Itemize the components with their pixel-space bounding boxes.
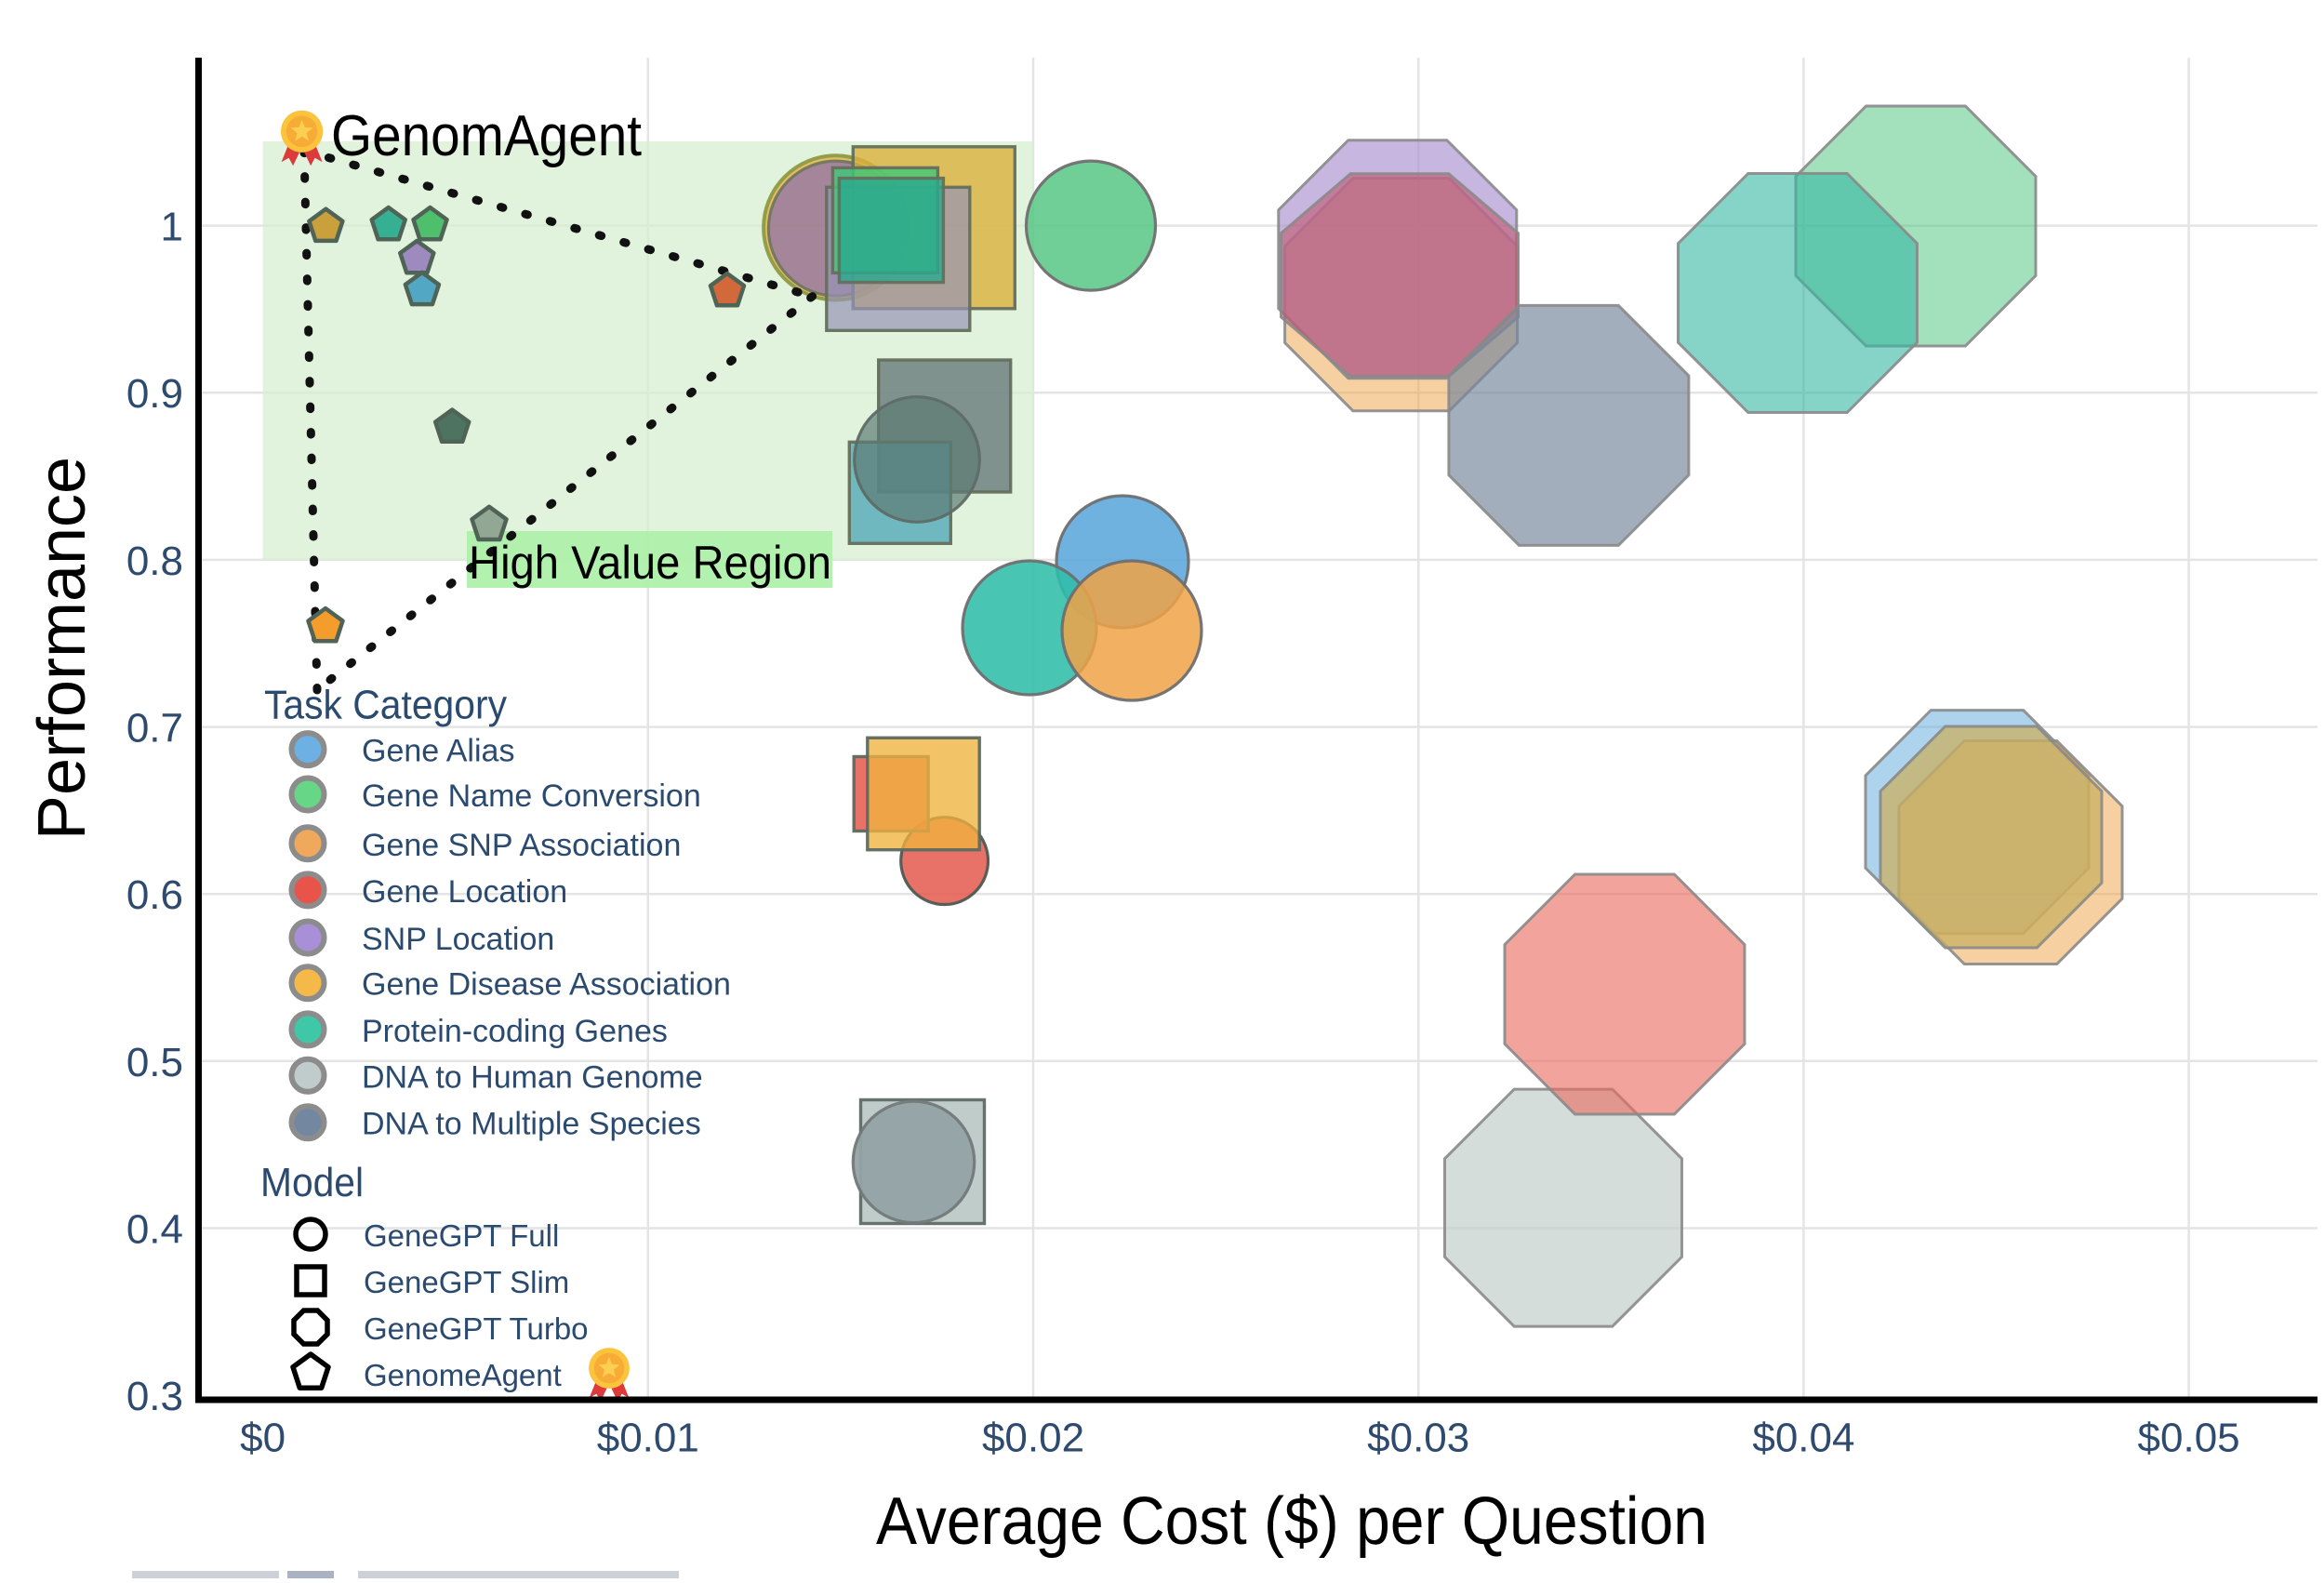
svg-text:Task Category: Task Category (264, 683, 507, 728)
svg-text:0.8: 0.8 (126, 539, 183, 584)
svg-text:SNP Location: SNP Location (362, 922, 554, 957)
svg-text:Gene Disease Association: Gene Disease Association (362, 967, 731, 1003)
svg-text:Gene SNP Association: Gene SNP Association (362, 828, 681, 863)
svg-text:0.6: 0.6 (126, 872, 183, 918)
svg-text:Gene Location: Gene Location (362, 874, 567, 910)
svg-text:DNA to Multiple Species: DNA to Multiple Species (362, 1107, 701, 1142)
svg-text:High Value Region: High Value Region (469, 537, 831, 589)
svg-text:$0.03: $0.03 (1367, 1416, 1469, 1461)
svg-text:Protein-coding Genes: Protein-coding Genes (362, 1014, 668, 1049)
svg-text:$0.05: $0.05 (2138, 1416, 2240, 1461)
svg-text:0.5: 0.5 (126, 1040, 183, 1085)
svg-text:$0.01: $0.01 (597, 1416, 699, 1461)
svg-text:GeneGPT Turbo: GeneGPT Turbo (364, 1311, 589, 1346)
svg-text:Gene Alias: Gene Alias (362, 734, 514, 769)
svg-text:0.7: 0.7 (126, 706, 183, 752)
svg-text:$0.04: $0.04 (1752, 1416, 1854, 1461)
svg-text:GeneGPT Slim: GeneGPT Slim (364, 1265, 569, 1299)
svg-text:0.9: 0.9 (126, 371, 183, 417)
svg-text:1: 1 (161, 205, 183, 250)
svg-text:$0.02: $0.02 (982, 1416, 1084, 1461)
svg-text:0.4: 0.4 (126, 1207, 183, 1253)
svg-text:0.3: 0.3 (126, 1374, 183, 1419)
svg-text:GenomeAgent: GenomeAgent (364, 1358, 562, 1392)
svg-text:$0: $0 (240, 1416, 286, 1461)
svg-text:Gene Name Conversion: Gene Name Conversion (362, 778, 701, 814)
svg-text:GenomAgent: GenomAgent (331, 104, 642, 168)
svg-text:Performance: Performance (25, 457, 100, 840)
svg-text:GeneGPT Full: GeneGPT Full (364, 1218, 559, 1253)
svg-text:DNA to Human Genome: DNA to Human Genome (362, 1059, 703, 1095)
svg-text:Average Cost ($) per Question: Average Cost ($) per Question (876, 1484, 1707, 1559)
svg-text:Model: Model (260, 1160, 364, 1205)
